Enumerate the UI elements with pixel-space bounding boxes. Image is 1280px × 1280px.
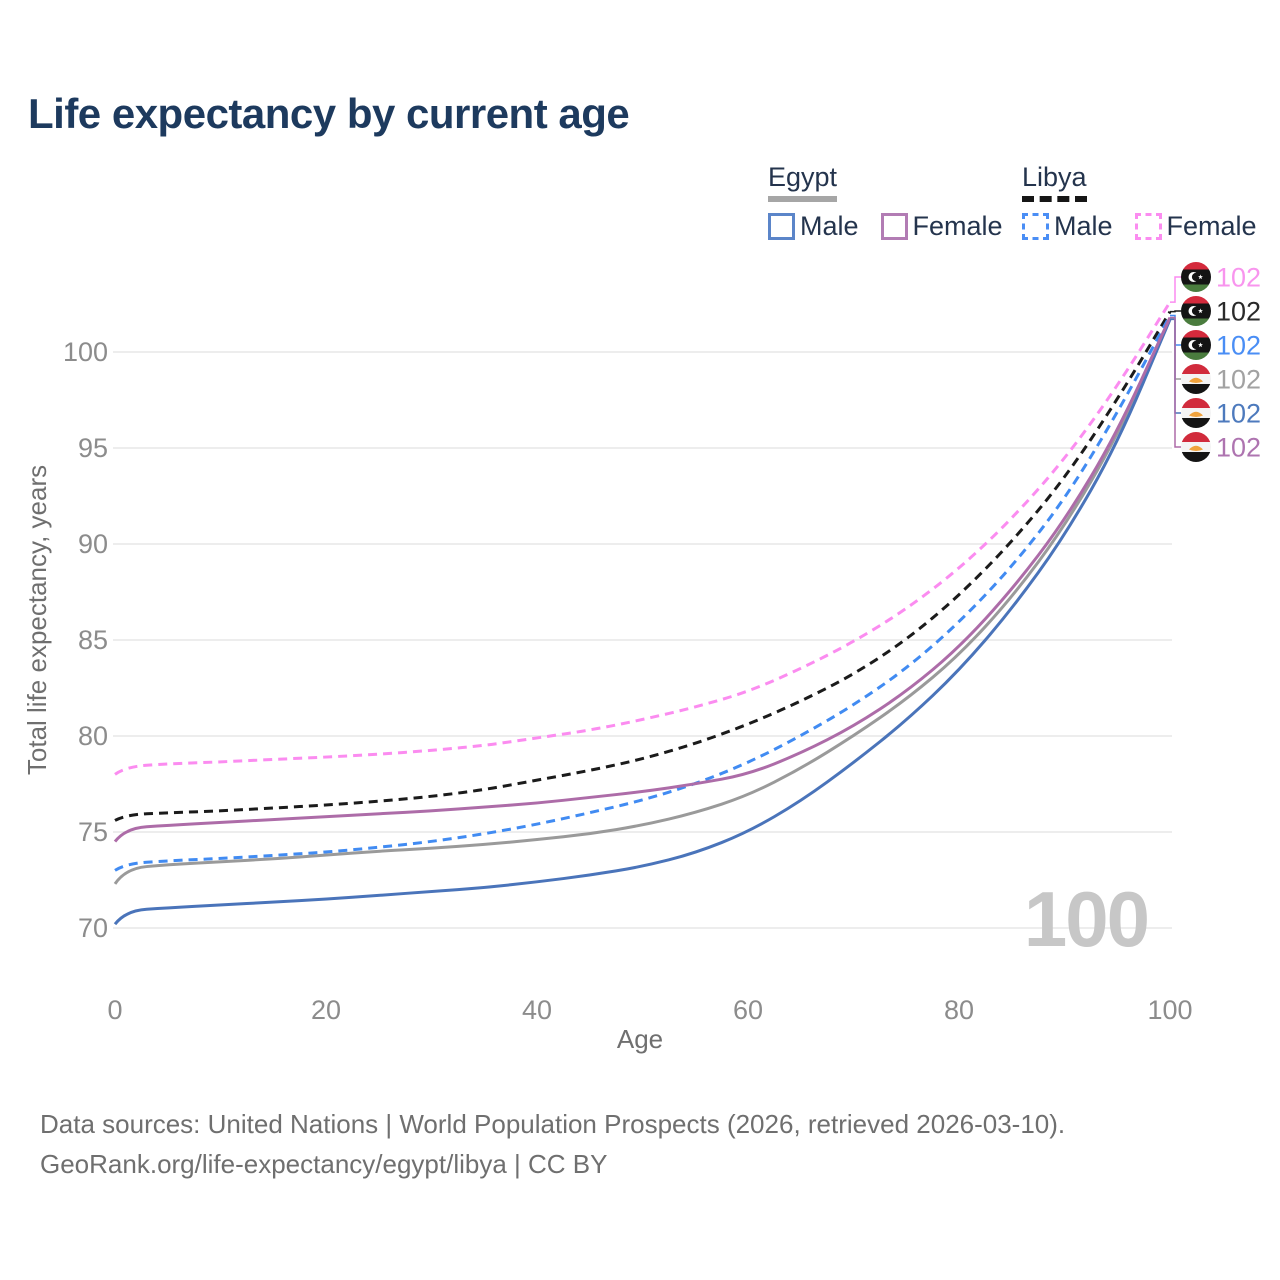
legend-group-libya: Libya Male Female	[1022, 162, 1257, 242]
y-tick-75: 75	[78, 817, 108, 847]
end-value-label-egypt-female: 102	[1216, 433, 1261, 463]
legend-item-libya-female[interactable]: Female	[1134, 211, 1257, 242]
y-tick-90: 90	[78, 529, 108, 559]
footer-url: GeoRank.org/life-expectancy/egypt/libya …	[40, 1149, 608, 1179]
leader-line-egypt-female	[1170, 316, 1181, 448]
y-tick-95: 95	[78, 433, 108, 463]
series-lines	[113, 301, 1172, 926]
end-flags	[1181, 262, 1211, 462]
x-tick-40: 40	[522, 995, 552, 1025]
end-value-label-libya-female: 102	[1216, 263, 1261, 293]
legend-label: Male	[800, 211, 859, 241]
libya-flag-icon	[1181, 296, 1211, 326]
leader-line-libya	[1170, 310, 1181, 313]
x-axis-title: Age	[617, 1024, 663, 1054]
end-value-label-libya: 102	[1216, 297, 1261, 327]
x-tick-20: 20	[311, 995, 341, 1025]
x-tick-60: 60	[733, 995, 763, 1025]
y-tick-80: 80	[78, 721, 108, 751]
legend-libya-header[interactable]: Libya	[1022, 162, 1087, 202]
x-tick-80: 80	[944, 995, 974, 1025]
libya-flag-icon	[1181, 262, 1211, 292]
series-line-libya	[114, 310, 1172, 822]
y-tick-100: 100	[63, 337, 108, 367]
chart-title: Life expectancy by current age	[28, 90, 630, 137]
legend-libya-row: Male Female	[1022, 211, 1257, 242]
series-line-egypt-female	[113, 316, 1172, 843]
libya-male-swatch-icon	[1022, 213, 1049, 240]
leader-line-libya-female	[1170, 276, 1181, 303]
legend-label: Female	[1166, 211, 1257, 241]
footer-sources: Data sources: United Nations | World Pop…	[40, 1109, 1066, 1139]
y-axis-title: Total life expectancy, years	[22, 465, 52, 775]
footer: Data sources: United Nations | World Pop…	[40, 1104, 1065, 1184]
egypt-female-swatch-icon	[880, 213, 908, 240]
y-tick-85: 85	[78, 625, 108, 655]
egypt-flag-icon	[1181, 398, 1211, 428]
x-tick-0: 0	[107, 995, 122, 1025]
egypt-flag-icon	[1181, 364, 1211, 394]
leader-lines	[1170, 276, 1181, 448]
end-value-label-libya-male: 102	[1216, 331, 1261, 361]
gridlines	[113, 351, 1172, 929]
series-line-libya-male	[114, 314, 1172, 872]
series-line-egypt-male	[113, 318, 1172, 926]
egypt-flag-icon	[1181, 432, 1211, 462]
legend-label: Female	[912, 211, 1003, 241]
series-line-libya-female	[114, 301, 1172, 776]
axis-ticks: 70 75 80 85 90 95 100 0 20 40 60 80 100	[63, 337, 1193, 1025]
end-value-labels: 102 102 102 102 102 102	[1216, 263, 1261, 463]
legend-egypt-header[interactable]: Egypt	[768, 162, 838, 202]
legend-egypt-row: Male Female	[768, 211, 1003, 242]
libya-female-swatch-icon	[1134, 213, 1162, 240]
age-watermark: 100	[1024, 875, 1148, 963]
end-value-label-egypt-male: 102	[1216, 399, 1261, 429]
legend-item-libya-male[interactable]: Male	[1022, 211, 1113, 242]
x-tick-100: 100	[1147, 995, 1192, 1025]
egypt-male-swatch-icon	[768, 213, 795, 240]
series-line-egypt	[113, 317, 1172, 885]
legend-item-egypt-male[interactable]: Male	[768, 211, 859, 242]
legend-item-egypt-female[interactable]: Female	[880, 211, 1003, 242]
legend-group-egypt: Egypt Male Female	[768, 162, 1003, 242]
y-tick-70: 70	[78, 913, 108, 943]
end-value-label-egypt: 102	[1216, 365, 1261, 395]
libya-flag-icon	[1181, 330, 1211, 360]
legend-label: Male	[1054, 211, 1113, 241]
